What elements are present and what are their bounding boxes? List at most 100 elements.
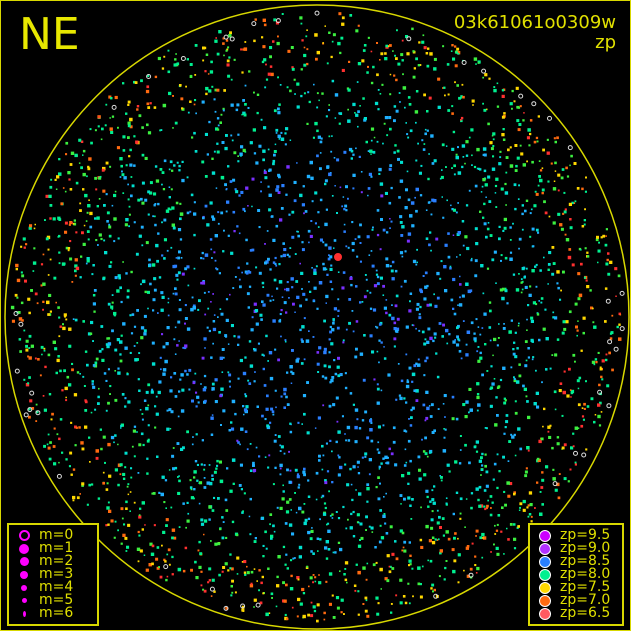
star-marker: [294, 253, 297, 255]
star-marker: [144, 156, 148, 160]
star-marker: [401, 59, 404, 62]
star-marker: [144, 290, 147, 294]
star-marker: [108, 234, 112, 238]
star-marker: [266, 230, 269, 232]
star-marker: [576, 379, 580, 383]
star-marker: [331, 450, 333, 453]
star-marker: [328, 246, 332, 250]
star-marker: [332, 318, 335, 321]
star-marker: [476, 350, 479, 353]
star-marker: [527, 356, 530, 359]
star-marker: [379, 524, 382, 527]
star-marker: [460, 119, 463, 123]
star-marker: [500, 254, 503, 257]
star-marker: [318, 281, 323, 285]
star-marker: [170, 188, 173, 191]
star-marker: [463, 569, 465, 572]
star-marker: [573, 450, 578, 456]
star-marker: [591, 360, 595, 364]
star-marker: [404, 250, 407, 253]
star-marker: [239, 152, 243, 156]
star-marker: [249, 364, 254, 368]
star-marker: [79, 493, 81, 495]
star-marker: [467, 289, 472, 294]
star-marker: [524, 209, 527, 213]
star-marker: [367, 194, 369, 197]
star-marker: [373, 136, 376, 139]
star-marker: [415, 57, 418, 61]
star-marker: [253, 302, 257, 306]
star-marker: [484, 73, 488, 77]
star-marker: [452, 234, 455, 236]
star-marker: [340, 36, 344, 40]
star-marker: [433, 485, 436, 488]
star-marker: [193, 267, 196, 270]
star-marker: [356, 81, 359, 83]
star-marker: [540, 486, 544, 489]
star-marker: [68, 465, 71, 468]
star-marker: [16, 296, 19, 299]
star-marker: [366, 71, 369, 74]
star-marker: [316, 106, 319, 109]
star-marker: [376, 401, 380, 405]
star-marker: [130, 194, 133, 198]
star-marker: [316, 619, 319, 623]
star-marker: [581, 407, 584, 409]
star-marker: [301, 587, 305, 592]
star-marker: [289, 422, 292, 425]
star-marker: [347, 119, 351, 123]
star-marker: [513, 377, 516, 380]
star-marker: [126, 485, 129, 488]
star-marker: [107, 302, 111, 306]
star-marker: [477, 359, 481, 363]
star-marker: [328, 254, 330, 257]
star-marker: [140, 326, 145, 330]
star-marker: [230, 585, 233, 588]
star-marker: [244, 103, 247, 106]
star-marker: [410, 201, 415, 205]
star-marker: [378, 167, 382, 172]
star-marker: [241, 271, 243, 274]
star-marker: [154, 203, 157, 205]
star-marker: [369, 307, 373, 310]
star-marker: [419, 288, 423, 292]
star-marker: [455, 491, 459, 494]
star-marker: [370, 418, 372, 420]
star-marker: [481, 537, 484, 539]
star-marker: [124, 346, 128, 350]
star-marker: [377, 108, 380, 111]
star-marker: [235, 190, 239, 194]
star-marker: [376, 326, 379, 329]
star-marker: [174, 287, 177, 290]
star-marker: [583, 276, 586, 279]
star-marker: [205, 92, 208, 96]
star-marker: [268, 612, 271, 614]
star-marker: [230, 421, 233, 424]
star-marker: [459, 512, 462, 515]
star-marker: [275, 605, 278, 608]
star-marker: [376, 275, 380, 279]
star-marker: [451, 44, 454, 47]
star-marker: [510, 319, 513, 322]
star-marker: [190, 193, 194, 197]
star-marker: [35, 410, 41, 416]
star-marker: [161, 544, 163, 547]
star-marker: [206, 326, 209, 329]
star-marker: [269, 65, 273, 68]
star-marker: [380, 389, 383, 392]
star-marker: [580, 249, 582, 251]
star-marker: [378, 468, 381, 470]
star-marker: [107, 401, 110, 405]
star-marker: [129, 510, 131, 512]
star-marker: [565, 320, 569, 324]
star-marker: [518, 322, 520, 325]
star-marker: [563, 210, 567, 214]
star-marker: [450, 298, 454, 302]
star-marker: [504, 289, 508, 293]
star-marker: [303, 53, 307, 58]
star-marker: [97, 497, 101, 500]
star-marker: [550, 162, 553, 165]
star-marker: [108, 509, 112, 513]
star-marker: [42, 253, 45, 256]
star-marker: [48, 194, 52, 198]
